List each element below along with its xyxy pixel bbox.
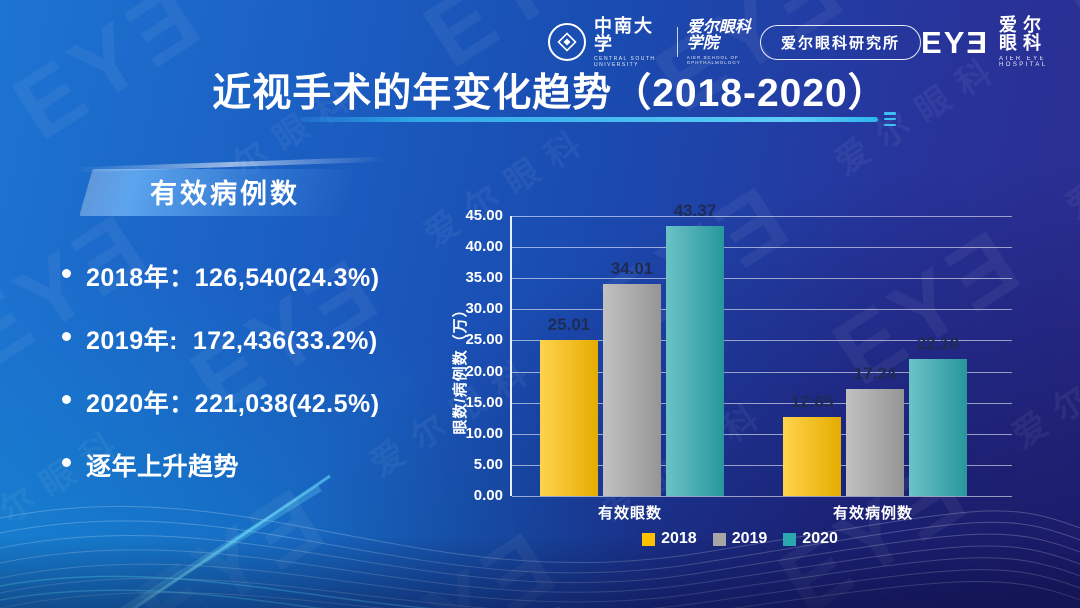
gridline <box>512 402 1012 404</box>
bar-value-label: 34.01 <box>610 259 654 279</box>
bar-rect <box>666 226 724 496</box>
bar-2020: 43.37 <box>666 201 724 496</box>
bar-rect <box>603 284 661 496</box>
page-title: 近视手术的年变化趋势（2018-2020） <box>212 72 888 115</box>
bar-2018: 12.65 <box>783 392 841 496</box>
plot-area: 25.01 34.01 43.37 12.65 17.24 22.10 <box>510 201 1012 497</box>
bar-rect <box>909 358 967 496</box>
gridline <box>512 464 1012 466</box>
legend-item-2018: 2018 <box>642 530 697 548</box>
bullet-dot <box>62 458 71 467</box>
y-tick-label: 35.00 <box>465 269 503 287</box>
bar-rect <box>783 417 841 496</box>
bar-group: 12.65 17.24 22.10 <box>783 334 967 496</box>
gridline <box>512 309 1012 311</box>
bullet-dot <box>62 395 71 404</box>
category-label: 有效病例数 <box>832 505 913 522</box>
gridline <box>512 247 1012 249</box>
y-tick-label: 45.00 <box>465 207 503 224</box>
bar-2020: 22.10 <box>909 334 967 496</box>
logo-divider <box>677 27 678 57</box>
institute-badge: 爱尔眼科研究所 <box>760 24 922 60</box>
gridline <box>512 496 1012 497</box>
gridline <box>512 278 1012 280</box>
bar-value-label: 12.65 <box>790 392 834 412</box>
bullet-item: 2019年: 172,436(33.2%) <box>62 321 462 357</box>
bar-value-label: 17.24 <box>853 363 897 383</box>
y-tick-label: 15.00 <box>465 393 503 411</box>
gridline <box>512 433 1012 435</box>
legend-label: 2018 <box>661 530 697 547</box>
school-name: 爱尔眼科学院 <box>686 18 751 52</box>
gridline <box>512 216 1012 217</box>
y-tick-label: 10.00 <box>465 424 503 442</box>
legend-swatch <box>712 532 726 546</box>
legend-label: 2020 <box>802 530 838 547</box>
bar-group: 25.01 34.01 43.37 <box>540 201 724 496</box>
aier-eye-logo: EYƎ 爱尔眼科 AIER EYE HOSPITAL <box>921 16 1054 68</box>
bar-2018: 25.01 <box>540 315 598 496</box>
gridline <box>512 371 1012 373</box>
y-tick-label: 30.00 <box>465 300 503 318</box>
bullet-item: 2020年：221,038(42.5%) <box>62 384 462 420</box>
bullet-text: 逐年上升趋势 <box>86 453 240 481</box>
bullet-text: 2019年: 172,436(33.2%) <box>86 327 378 355</box>
bar-2019: 17.24 <box>846 364 904 496</box>
y-tick-label: 40.00 <box>465 238 503 256</box>
bar-value-label: 43.37 <box>673 201 717 221</box>
csu-name: 中南大学 <box>594 15 654 54</box>
csu-logo: 中南大学 CENTRAL SOUTH UNIVERSITY 爱尔眼科学院 AIE… <box>548 17 760 68</box>
bullet-text: 2018年：126,540(24.3%) <box>86 264 380 292</box>
bullet-list: 2018年：126,540(24.3%) 2019年: 172,436(33.2%… <box>62 258 462 510</box>
bar-value-label: 25.01 <box>547 315 591 335</box>
eye-logo-name: 爱尔眼科 <box>999 15 1048 53</box>
school-name-en: AIER SCHOOL OF OPHTHALMOLOGY <box>686 54 741 65</box>
bar-rect <box>846 388 904 496</box>
legend-item-2020: 2020 <box>783 530 838 548</box>
bullet-dot <box>62 332 71 341</box>
title-underline-end-icon <box>884 112 896 126</box>
bullet-text: 2020年：221,038(42.5%) <box>86 390 380 418</box>
y-tick-label: 20.00 <box>465 362 503 380</box>
category-label: 有效眼数 <box>597 505 662 522</box>
bullet-dot <box>62 269 71 278</box>
bar-2019: 34.01 <box>603 259 661 496</box>
eye-logo-sub: AIER EYE HOSPITAL <box>999 56 1048 68</box>
legend-item-2019: 2019 <box>712 530 768 548</box>
y-tick-label: 5.00 <box>473 455 503 473</box>
legend-swatch <box>783 532 797 546</box>
bar-rect <box>540 340 598 496</box>
title-underline <box>300 117 878 122</box>
bar-chart: 眼数/病例数（万） 25.01 34.01 43.37 12.65 17.24 22.10… <box>445 196 1035 564</box>
bullet-item: 2018年：126,540(24.3%) <box>62 258 462 294</box>
chart-legend: 2018 2019 2020 <box>445 530 1035 548</box>
y-tick-label: 0.00 <box>473 487 503 504</box>
csu-name-en: CENTRAL SOUTH UNIVERSITY <box>594 55 656 68</box>
y-tick-label: 25.00 <box>465 331 503 349</box>
csu-emblem-icon <box>548 23 586 61</box>
bar-value-label: 22.10 <box>916 333 960 353</box>
eye-logo-mark: EYƎ <box>921 24 990 60</box>
legend-swatch <box>642 532 656 546</box>
legend-label: 2019 <box>731 530 768 547</box>
bullet-item: 逐年上升趋势 <box>62 447 462 483</box>
header: 中南大学 CENTRAL SOUTH UNIVERSITY 爱尔眼科学院 AIE… <box>548 16 1054 68</box>
gridline <box>512 340 1012 342</box>
section-badge-label: 有效病例数 <box>150 179 300 209</box>
